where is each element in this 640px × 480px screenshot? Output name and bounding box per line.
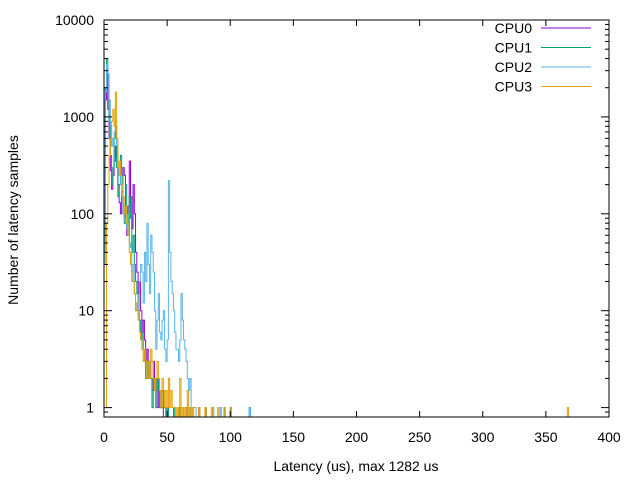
legend-item-cpu0: CPU0 [495, 20, 591, 36]
y-tick-label: 1000 [63, 109, 94, 125]
legend-label: CPU3 [495, 79, 533, 95]
series-layer [103, 58, 570, 417]
y-axis-title: Number of latency samples [5, 135, 21, 305]
y-tick-label: 10 [78, 303, 94, 319]
legend-item-cpu1: CPU1 [495, 40, 591, 56]
x-tick-label: 50 [159, 429, 175, 445]
x-tick-label: 350 [534, 429, 558, 445]
x-tick-label: 200 [345, 429, 369, 445]
legend-item-cpu3: CPU3 [495, 79, 591, 95]
x-tick-label: 150 [282, 429, 306, 445]
legend-label: CPU0 [495, 20, 533, 36]
y-tick-label: 10000 [55, 12, 94, 28]
x-tick-label: 400 [597, 429, 621, 445]
x-tick-label: 0 [100, 429, 108, 445]
series-cpu3 [103, 91, 570, 417]
y-tick-label: 1 [86, 400, 94, 416]
x-tick-label: 300 [471, 429, 495, 445]
legend: CPU0 CPU1 CPU2 CPU3 [495, 20, 591, 95]
x-tick-label: 100 [219, 429, 243, 445]
legend-item-cpu2: CPU2 [495, 59, 591, 75]
legend-label: CPU1 [495, 40, 533, 56]
legend-label: CPU2 [495, 59, 533, 75]
x-axis-title: Latency (us), max 1282 us [274, 458, 439, 474]
y-axis-ticks: 1 10 100 1000 10000 [55, 12, 609, 416]
x-tick-label: 250 [408, 429, 432, 445]
y-tick-label: 100 [71, 206, 95, 222]
series-line-cpu3 [103, 91, 570, 417]
